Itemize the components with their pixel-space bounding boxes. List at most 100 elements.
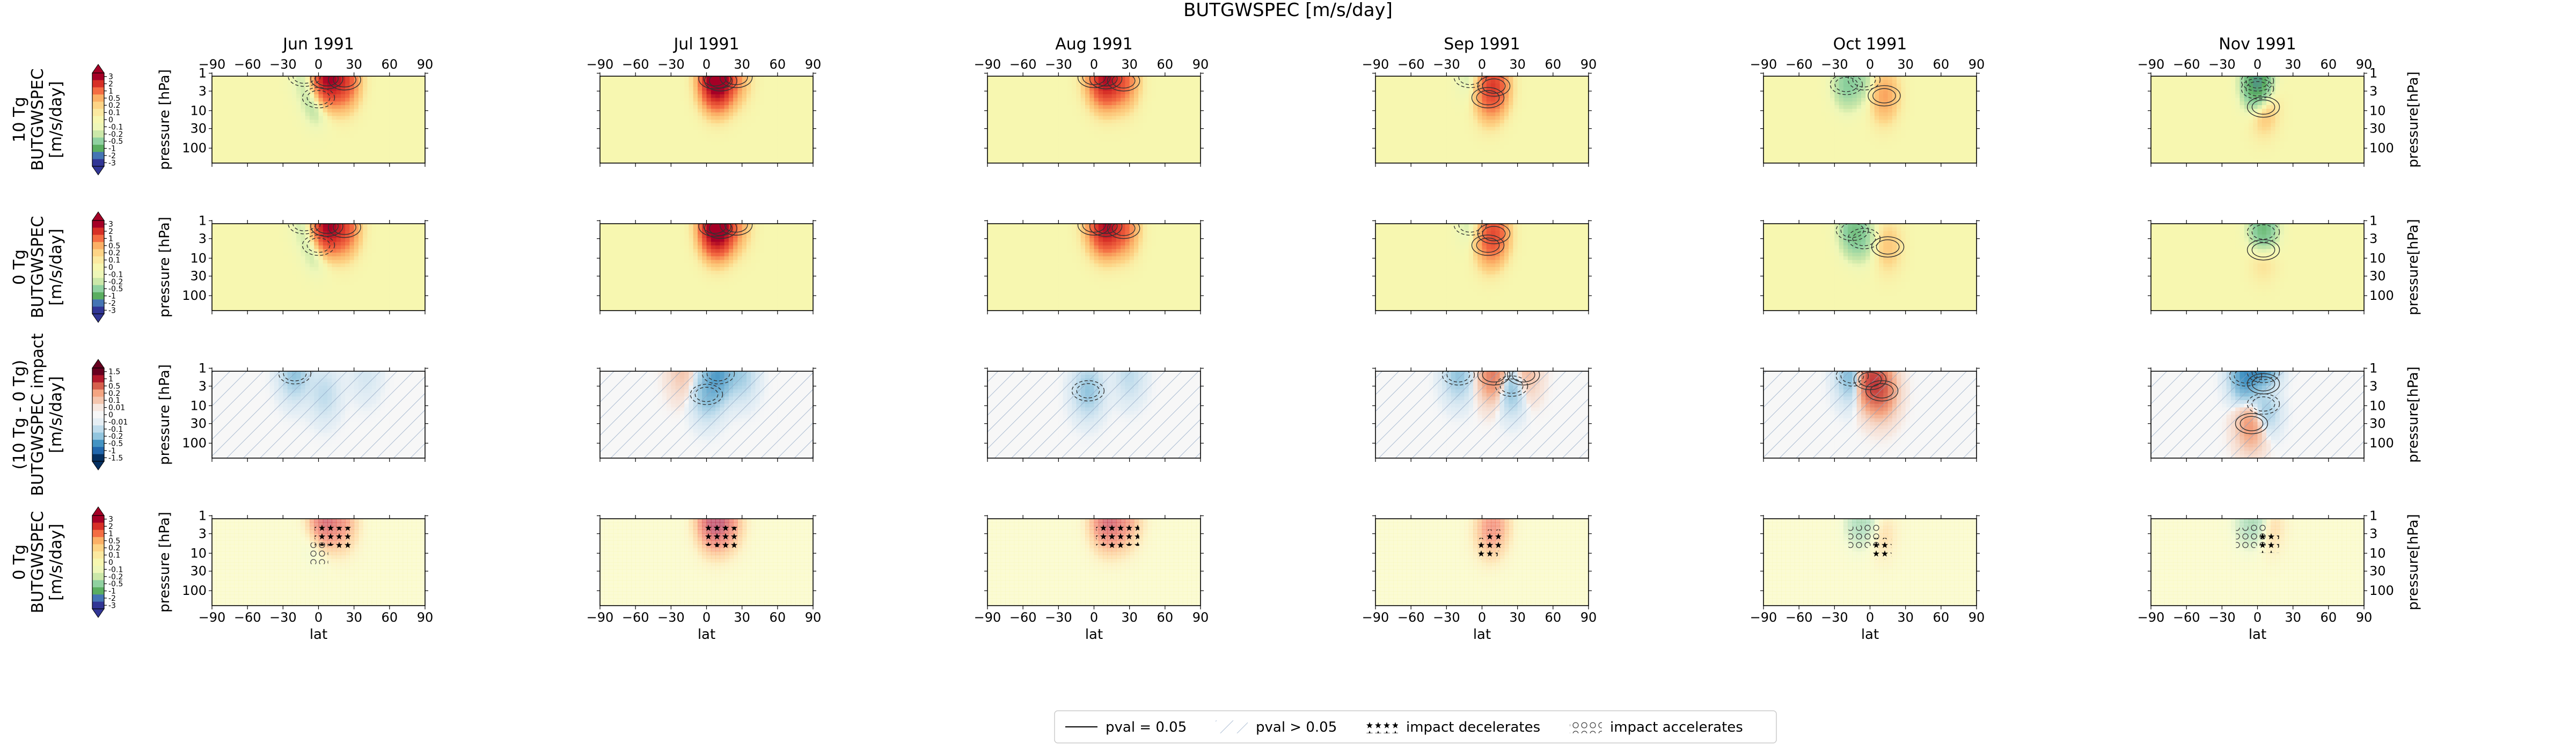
heatmap-cell: [640, 91, 645, 95]
heatmap-cell: [367, 94, 372, 99]
heatmap-cell: [1058, 94, 1064, 99]
heatmap-cell: [1138, 91, 1144, 95]
colorbar-tick-label: -0.2: [108, 573, 123, 581]
heatmap-cell: [380, 137, 386, 142]
heatmap-cell: [301, 156, 306, 160]
heatmap-cell: [412, 130, 417, 135]
heatmap-cell: [1566, 76, 1571, 80]
heatmap-cell: [363, 120, 368, 124]
heatmap-cell: [609, 112, 614, 116]
heatmap-cell: [1526, 123, 1532, 128]
heatmap-cell: [1152, 76, 1157, 80]
heatmap-cell: [715, 76, 720, 80]
heatmap-cell: [412, 145, 417, 149]
heatmap-cell: [600, 141, 605, 145]
heatmap-cell: [212, 145, 217, 149]
heatmap-cell: [720, 127, 725, 131]
heatmap-cell: [1169, 159, 1174, 163]
heatmap-cell: [1419, 76, 1425, 80]
heatmap-cell: [724, 76, 729, 80]
heatmap-cell: [724, 137, 729, 142]
heatmap-cell: [1129, 120, 1135, 124]
heatmap-cell: [1415, 83, 1421, 87]
heatmap-cell: [720, 116, 725, 120]
heatmap-cell: [644, 130, 649, 135]
heatmap-cell: [1393, 137, 1398, 142]
heatmap-cell: [398, 156, 404, 160]
heatmap-cell: [296, 134, 302, 138]
heatmap-cell: [1009, 101, 1015, 106]
heatmap-cell: [1521, 98, 1527, 102]
heatmap-cell: [1098, 123, 1103, 128]
heatmap-cell: [1473, 137, 1478, 142]
heatmap-cell: [1156, 156, 1161, 160]
colorbar-segment: [92, 425, 104, 433]
colorbar-segment: [92, 396, 104, 404]
heatmap-cell: [764, 101, 769, 106]
heatmap-cell: [808, 112, 813, 116]
heatmap-cell: [1419, 83, 1425, 87]
heatmap-cell: [1526, 120, 1532, 124]
heatmap-cell: [1442, 137, 1447, 142]
heatmap-cell: [720, 141, 725, 145]
heatmap-cell: [1384, 137, 1389, 142]
contour-line: [1077, 76, 1111, 89]
heatmap-cell: [416, 137, 421, 142]
heatmap-cell: [1063, 79, 1068, 84]
heatmap-cell: [1375, 91, 1380, 95]
heatmap-cell: [1027, 108, 1033, 113]
heatmap-cell: [412, 87, 417, 91]
heatmap-cell: [1495, 159, 1501, 163]
heatmap-cell: [609, 94, 614, 99]
heatmap-cell: [1517, 152, 1523, 157]
heatmap-cell: [1094, 79, 1099, 84]
heatmap-cell: [1089, 159, 1095, 163]
heatmap-cell: [1174, 101, 1179, 106]
heatmap-cell: [1513, 91, 1518, 95]
heatmap-cell: [1584, 130, 1589, 135]
heatmap-cell: [1380, 141, 1385, 145]
heatmap-cell: [371, 79, 377, 84]
heatmap-cell: [1584, 123, 1589, 128]
heatmap-cell: [323, 156, 328, 160]
heatmap-cell: [291, 116, 297, 120]
heatmap-cell: [1027, 127, 1033, 131]
heatmap-cell: [1468, 91, 1474, 95]
heatmap-cell: [412, 101, 417, 106]
heatmap-cell: [1544, 98, 1549, 102]
heatmap-cell: [354, 83, 359, 87]
heatmap-cell: [1424, 120, 1429, 124]
heatmap-cell: [1843, 76, 1848, 80]
heatmap-cell: [800, 101, 805, 106]
heatmap-cell: [1169, 156, 1174, 160]
heatmap-cell: [675, 141, 680, 145]
heatmap-cell: [679, 87, 685, 91]
heatmap-cell: [773, 130, 778, 135]
heatmap-cell: [358, 156, 363, 160]
heatmap-cell: [635, 87, 641, 91]
heatmap-cell: [635, 145, 641, 149]
heatmap-cell: [402, 91, 408, 95]
x-tick-label-top: −60: [1009, 57, 1037, 72]
colorbar-segment: [92, 558, 104, 566]
heatmap-cell: [1125, 134, 1130, 138]
heatmap-cell: [609, 137, 614, 142]
heatmap-cell: [1169, 112, 1174, 116]
heatmap-cell: [996, 145, 1001, 149]
heatmap-cell: [635, 156, 641, 160]
heatmap-cell: [252, 134, 257, 138]
heatmap-cell: [667, 79, 671, 84]
heatmap-cell: [706, 149, 712, 153]
heatmap-cell: [1036, 149, 1041, 153]
heatmap-cell: [755, 79, 760, 84]
heatmap-cell: [1063, 116, 1068, 120]
heatmap-cell: [318, 156, 324, 160]
heatmap-cell: [1014, 87, 1019, 91]
heatmap-cell: [702, 91, 707, 95]
heatmap-cell: [1473, 79, 1478, 84]
heatmap-cell: [1570, 127, 1576, 131]
heatmap-cell: [800, 83, 805, 87]
heatmap-cell: [1566, 105, 1571, 109]
heatmap-cell: [1182, 76, 1188, 80]
heatmap-cell: [808, 156, 813, 160]
